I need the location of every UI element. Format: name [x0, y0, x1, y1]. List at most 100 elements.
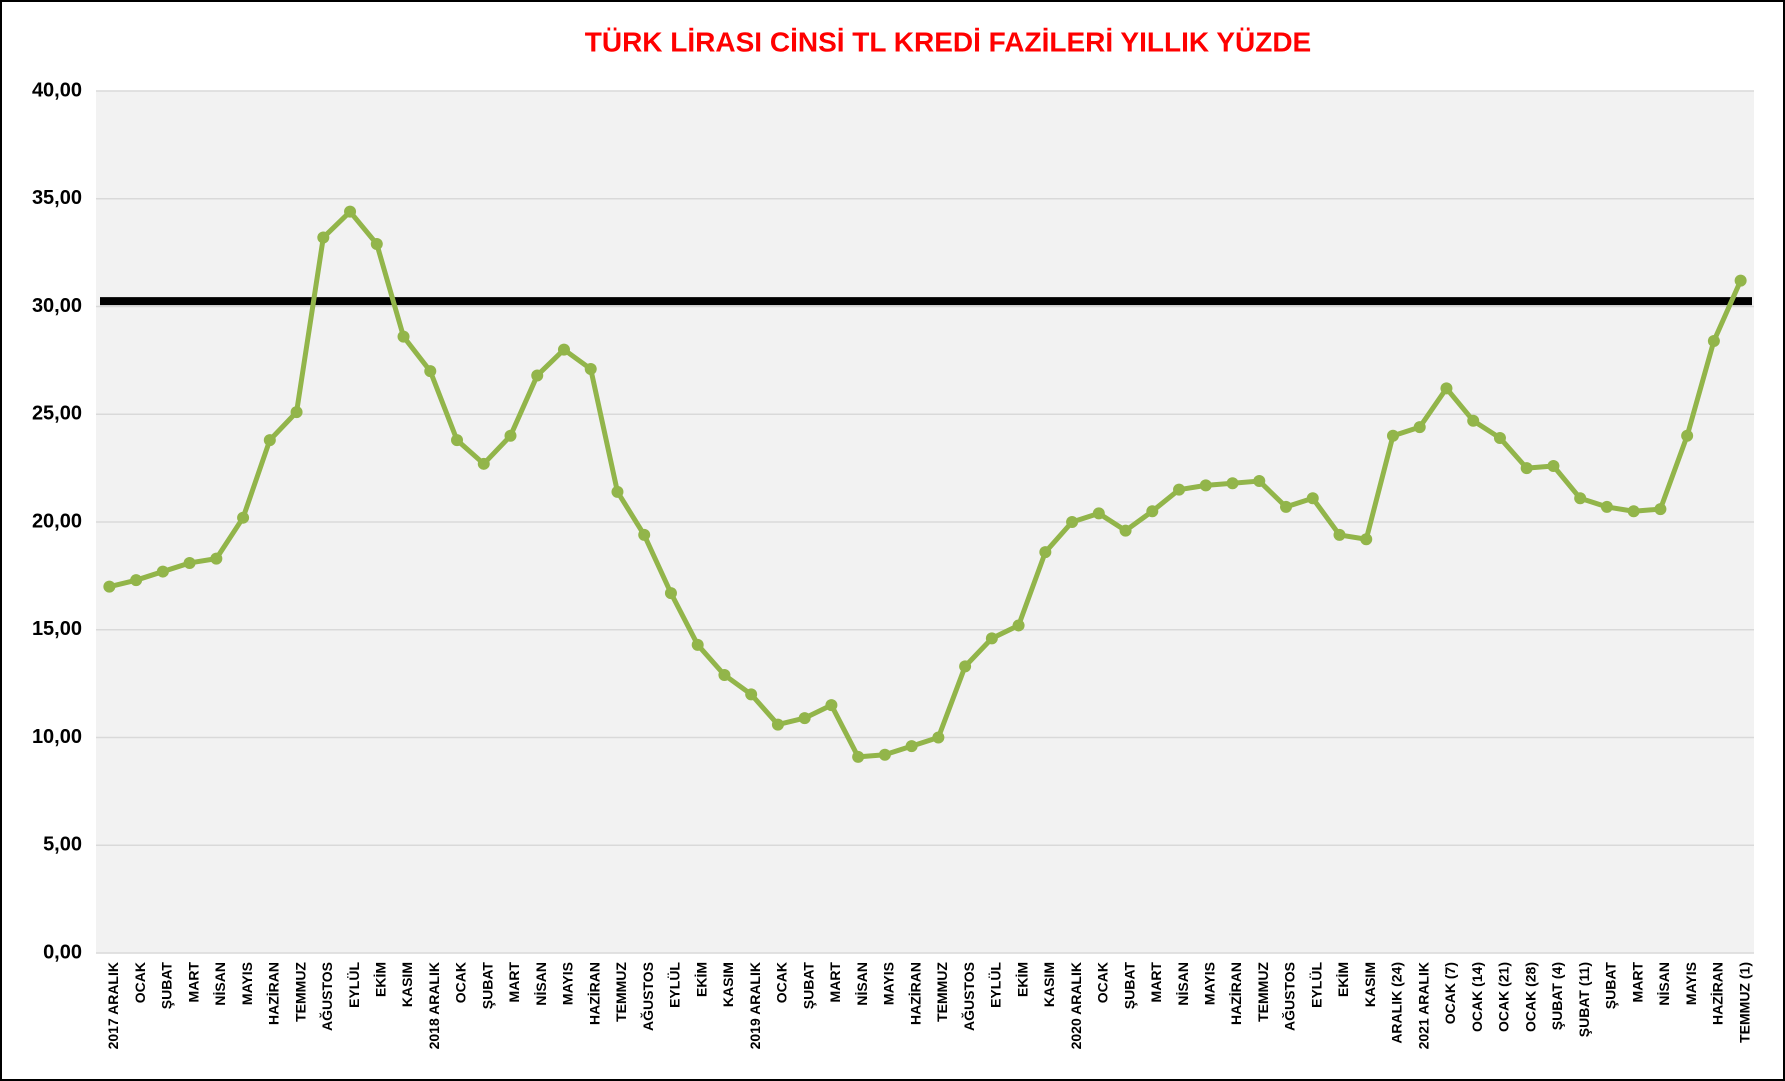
point	[771, 718, 784, 731]
point	[718, 669, 731, 682]
point	[905, 740, 918, 753]
point	[1493, 431, 1506, 444]
x-tick-label: TEMMUZ	[1255, 962, 1271, 1022]
x-tick-label: NİSAN	[533, 962, 549, 1006]
x-tick-label: NİSAN	[854, 962, 870, 1006]
point	[959, 660, 972, 673]
x-tick-label: OCAK	[453, 962, 469, 1003]
point	[1574, 492, 1587, 505]
x-tick-label: ŞUBAT	[479, 962, 495, 1010]
point	[798, 712, 811, 725]
x-tick-label: MAYIS	[560, 962, 576, 1005]
x-tick-label: HAZİRAN	[907, 962, 923, 1025]
x-tick-label: OCAK	[1095, 962, 1111, 1003]
point	[1066, 516, 1079, 528]
y-tick-label: 25,00	[32, 403, 82, 425]
x-tick-label: ŞUBAT	[1603, 962, 1619, 1010]
x-tick-label: EYLÜL	[988, 962, 1004, 1008]
y-tick-label: 30,00	[32, 295, 82, 317]
point	[1520, 462, 1533, 475]
x-tick-label: MAYIS	[239, 962, 255, 1005]
x-tick-label: EKİM	[1335, 962, 1351, 997]
y-tick-label: 20,00	[32, 510, 82, 532]
y-tick-label: 5,00	[43, 834, 82, 856]
x-tick-label: OCAK (28)	[1522, 962, 1538, 1032]
point	[611, 485, 624, 498]
point	[1199, 479, 1212, 492]
y-tick-label: 35,00	[32, 187, 82, 209]
x-tick-label: HAZİRAN	[1228, 962, 1244, 1025]
x-tick-label: TEMMUZ (1)	[1736, 962, 1752, 1043]
x-tick-label: OCAK	[774, 962, 790, 1003]
x-tick-label: 2020 ARALIK	[1068, 962, 1084, 1049]
point	[1226, 477, 1239, 490]
x-tick-label: NİSAN	[1175, 962, 1191, 1006]
x-tick-label: EYLÜL	[1308, 962, 1324, 1008]
point	[1734, 274, 1747, 287]
x-tick-label: MART	[506, 962, 522, 1003]
point	[664, 587, 677, 600]
point	[424, 365, 437, 378]
x-tick-label: ŞUBAT	[159, 962, 175, 1010]
point	[1253, 475, 1266, 488]
point	[237, 511, 250, 524]
point	[1146, 505, 1159, 518]
x-tick-label: ŞUBAT	[1121, 962, 1137, 1010]
x-tick-label: AĞUSTOS	[1281, 962, 1298, 1031]
x-tick-label: NİSAN	[212, 962, 228, 1006]
x-tick-label: 2021 ARALIK	[1415, 962, 1431, 1049]
x-tick-label: KASIM	[1041, 962, 1057, 1007]
point	[1681, 429, 1694, 442]
y-tick-label: 15,00	[32, 618, 82, 640]
x-tick-label: OCAK (7)	[1442, 962, 1458, 1024]
y-tick-label: 40,00	[32, 79, 82, 101]
point	[370, 238, 383, 251]
point	[1547, 459, 1560, 472]
x-tick-label: HAZİRAN	[586, 962, 602, 1025]
x-tick-label: MART	[1629, 962, 1645, 1003]
point	[451, 434, 464, 447]
point	[1467, 414, 1480, 427]
point	[1306, 492, 1319, 505]
x-tick-label: ARALIK (24)	[1389, 962, 1405, 1044]
chart-title: TÜRK LİRASI CİNSİ TL KREDİ FAZİLERİ YILL…	[585, 26, 1311, 57]
point	[183, 556, 196, 569]
x-tick-label: MART	[827, 962, 843, 1003]
y-tick-label: 0,00	[43, 941, 82, 963]
point	[504, 429, 517, 442]
point	[1413, 421, 1426, 434]
x-tick-label: 2018 ARALIK	[426, 962, 442, 1049]
point	[1012, 619, 1025, 632]
point	[210, 552, 223, 565]
point	[397, 330, 410, 343]
x-tick-label: EYLÜL	[667, 962, 683, 1008]
x-tick-label: KASIM	[720, 962, 736, 1007]
x-tick-label: EYLÜL	[346, 962, 362, 1008]
x-tick-label: OCAK (14)	[1469, 962, 1485, 1032]
point	[1092, 507, 1105, 520]
x-tick-label: EKİM	[693, 962, 709, 997]
point	[263, 434, 276, 447]
point	[1173, 483, 1186, 496]
x-tick-label: MART	[185, 962, 201, 1003]
point	[825, 699, 838, 712]
x-tick-label: TEMMUZ	[934, 962, 950, 1022]
point	[584, 362, 597, 375]
point	[878, 748, 891, 761]
point	[691, 638, 704, 651]
x-tick-label: MART	[1148, 962, 1164, 1003]
point	[1600, 500, 1613, 513]
point	[1119, 524, 1132, 537]
x-tick-label: AĞUSTOS	[639, 962, 656, 1031]
x-tick-label: ŞUBAT (11)	[1576, 962, 1592, 1037]
x-tick-label: AĞUSTOS	[318, 962, 335, 1031]
x-tick-label: MAYIS	[1683, 962, 1699, 1005]
point	[1333, 528, 1346, 541]
point	[1386, 429, 1399, 442]
x-tick-label: OCAK (21)	[1496, 962, 1512, 1032]
point	[531, 369, 544, 382]
point	[557, 343, 570, 356]
point	[156, 565, 169, 578]
